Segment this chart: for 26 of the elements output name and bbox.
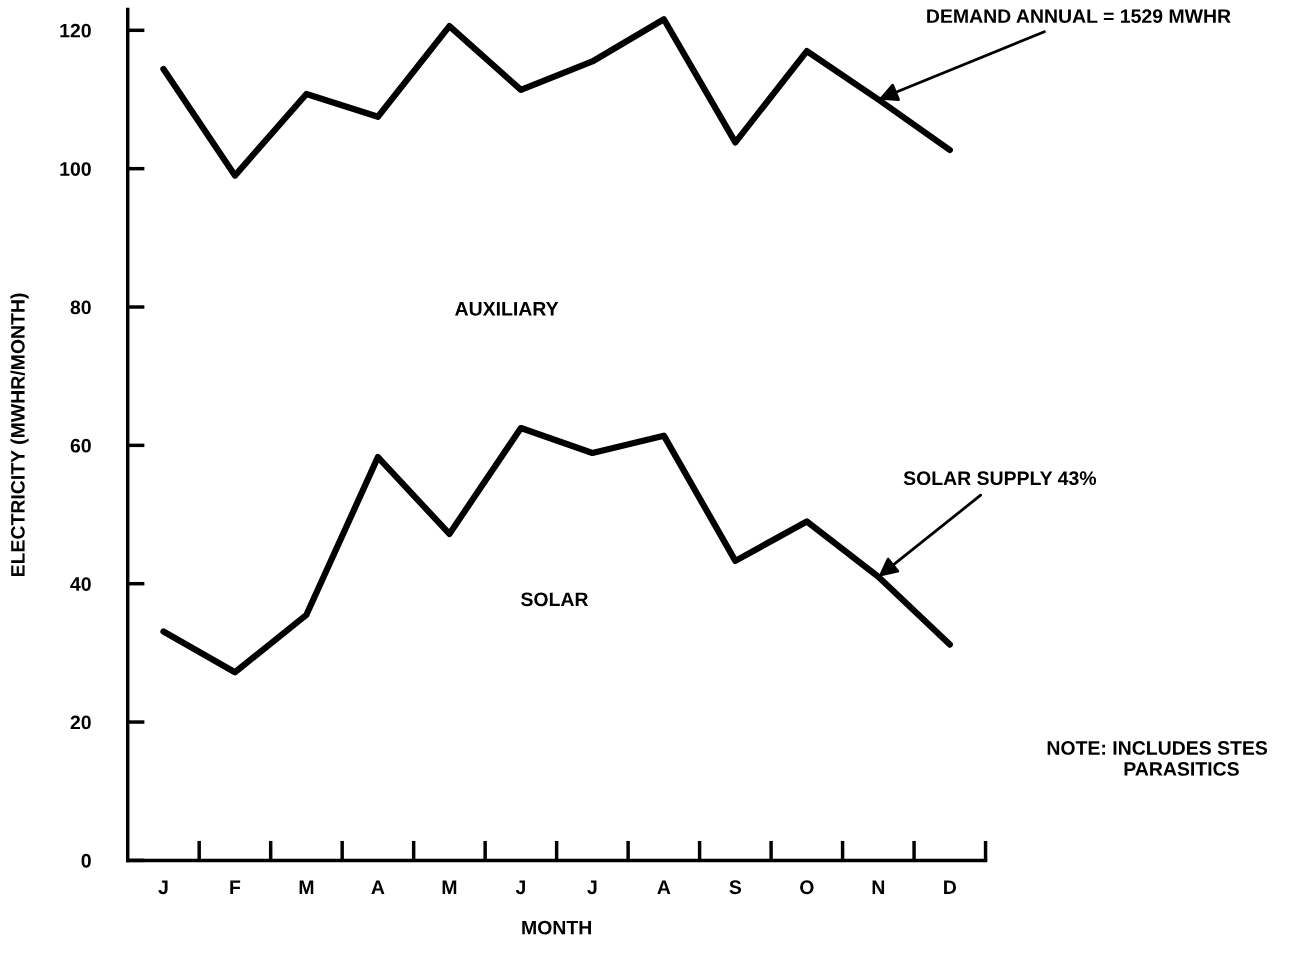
y-tick-label: 40 bbox=[70, 577, 91, 591]
x-tick-label: M bbox=[442, 880, 457, 894]
x-tick-label: S bbox=[729, 880, 742, 895]
annotation: SOLAR SUPPLY 43% bbox=[903, 471, 1097, 486]
x-tick-label: M bbox=[299, 880, 314, 894]
x-tick-label: A bbox=[657, 880, 671, 894]
annotation: AUXILIARY bbox=[455, 302, 559, 316]
y-tick-label: 100 bbox=[60, 162, 91, 176]
annotation: SOLAR bbox=[521, 592, 589, 607]
y-tick-label: 0 bbox=[81, 853, 91, 868]
annotation: DEMAND ANNUAL = 1529 MWHR bbox=[927, 9, 1231, 24]
y-tick-label: 60 bbox=[70, 438, 91, 453]
x-tick-label: D bbox=[944, 880, 957, 894]
y-axis-title: ELECTRICITY (MWHR/MONTH) bbox=[10, 293, 29, 577]
x-tick-label: F bbox=[230, 880, 241, 894]
x-tick-label: N bbox=[872, 880, 885, 894]
x-tick-label: A bbox=[371, 880, 385, 894]
text: NOTE: INCLUDES STES PARASITICS bbox=[1047, 741, 1268, 776]
y-tick-label: 80 bbox=[70, 300, 91, 315]
x-tick-label: J bbox=[515, 880, 525, 895]
x-tick-label: J bbox=[158, 880, 168, 895]
y-tick-label: 20 bbox=[70, 715, 91, 730]
x-tick-label: J bbox=[587, 880, 597, 895]
y-tick-label: 120 bbox=[60, 23, 91, 38]
x-axis-title: MONTH bbox=[522, 920, 591, 935]
x-tick-label: O bbox=[800, 880, 814, 895]
